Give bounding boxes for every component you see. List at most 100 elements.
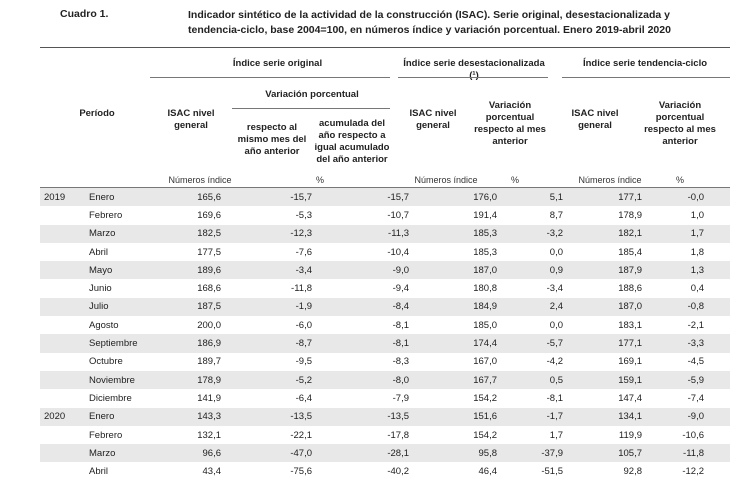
cell-var-mismo-mes: -9,5 xyxy=(295,356,312,368)
table-row: Noviembre 178,9 -5,2 -8,0 167,7 0,5 159,1 -5,9 xyxy=(40,370,730,390)
cell-isac-tendencia: 187,9 xyxy=(585,261,660,280)
table-row: Diciembre 141,9 -6,4 -7,9 154,2 -8,1 147,4 -7,4 xyxy=(40,389,730,407)
group-rule-desest xyxy=(398,77,548,78)
cell-var-mismo-mes: -8,7 xyxy=(247,334,332,353)
header-group-original: Índice serie original xyxy=(232,58,323,69)
cell-var-mismo-mes: -5,3 xyxy=(295,209,312,221)
cell-year xyxy=(40,316,75,334)
units-indice-desest: Números índice xyxy=(414,175,478,185)
table-row: Marzo 96,6 -47,0 -28,1 95,8 -37,9 105,7 -11,8 xyxy=(40,444,730,463)
cell-year xyxy=(40,297,75,317)
cell-isac-tendencia: 177,1 xyxy=(585,188,660,207)
cell-year xyxy=(40,426,75,444)
cell-year xyxy=(40,334,75,353)
header-group-desestacionalizada: Índice serie desestacionalizada (¹) xyxy=(403,58,545,81)
table-row: Abril 177,5 -7,6 -10,4 185,3 0,0 185,4 1,8 xyxy=(40,243,730,261)
cell-var-mismo-mes: -3,4 xyxy=(247,261,332,280)
cell-var-mismo-mes: -47,0 xyxy=(247,444,332,463)
cell-month: Febrero xyxy=(89,209,123,221)
units-indice-original: Números índice xyxy=(168,175,232,185)
cell-year xyxy=(40,353,75,371)
cell-isac-original: 200,0 xyxy=(197,319,221,331)
cell-var-tendencia: -7,4 xyxy=(687,392,704,404)
cell-month: Julio xyxy=(75,297,155,317)
cell-month: Abril xyxy=(89,246,109,258)
cell-isac-original: 165,6 xyxy=(155,188,247,207)
header-isac-tendencia: ISAC nivel general xyxy=(571,108,619,131)
cell-month: Abril xyxy=(89,466,109,478)
cell-isac-original: 187,5 xyxy=(155,297,247,317)
cell-var-desest: 0,9 xyxy=(515,261,585,280)
cell-var-acumulada: -15,7 xyxy=(332,188,427,207)
cell-isac-original: 169,6 xyxy=(197,209,221,221)
cell-var-tendencia: 1,8 xyxy=(690,246,704,258)
cell-var-acumulada: -11,3 xyxy=(332,224,427,243)
cell-isac-desest: 154,2 xyxy=(473,392,497,404)
cell-var-mismo-mes: -12,3 xyxy=(247,224,332,243)
cell-var-desest: -51,5 xyxy=(541,466,563,478)
cell-isac-original: 43,4 xyxy=(202,466,222,478)
cell-isac-desest: 167,7 xyxy=(427,370,515,390)
cell-isac-original: 186,9 xyxy=(155,334,247,353)
units-rule xyxy=(40,187,730,188)
table-row: Febrero 132,1 -22,1 -17,8 154,2 1,7 119,9 -10,6 xyxy=(40,426,730,444)
table-row: Mayo 189,6 -3,4 -9,0 187,0 0,9 187,9 1,3 xyxy=(40,261,730,280)
cell-isac-desest: 176,0 xyxy=(427,188,515,207)
table-row: 2019 Enero 165,6 -15,7 -15,7 176,0 5,1 177,1 -0,… xyxy=(40,188,730,207)
data-table: 2019 Enero 165,6 -15,7 -15,7 176,0 5,1 177,1 -0,… xyxy=(40,188,730,479)
cell-var-tendencia: 0,4 xyxy=(690,283,704,295)
cell-var-acumulada: -8,1 xyxy=(332,334,427,353)
cell-var-tendencia: -10,6 xyxy=(682,429,704,441)
cell-year xyxy=(40,243,75,261)
cell-month: Febrero xyxy=(89,429,123,441)
cell-isac-original: 182,5 xyxy=(155,224,247,243)
cell-var-mismo-mes: -1,9 xyxy=(247,297,332,317)
table-caption: Cuadro 1. Indicador sintético de la acti… xyxy=(60,8,700,38)
cell-var-mismo-mes: -5,2 xyxy=(247,370,332,390)
cell-isac-tendencia: 185,4 xyxy=(618,246,642,258)
cell-isac-original: 143,3 xyxy=(155,407,247,426)
table-row: Abril 43,4 -75,6 -40,2 46,4 -51,5 92,8 -12,2 xyxy=(40,462,730,479)
cell-isac-original: 168,6 xyxy=(197,283,221,295)
caption-title: Indicador sintético de la actividad de l… xyxy=(188,9,671,36)
table-row: Octubre 189,7 -9,5 -8,3 167,0 -4,2 169,1 -4,5 xyxy=(40,353,730,371)
header-variacion-mes-anterior-desest: Variación porcentual respecto al mes ant… xyxy=(474,100,546,147)
cell-isac-desest: 174,4 xyxy=(427,334,515,353)
cell-var-acumulada: -8,0 xyxy=(332,370,427,390)
header-variacion-porcentual: Variación porcentual xyxy=(265,89,359,100)
cell-var-acumulada: -8,1 xyxy=(392,319,409,331)
cell-isac-tendencia: 183,1 xyxy=(618,319,642,331)
cell-isac-tendencia: 178,9 xyxy=(618,209,642,221)
cell-month: Octubre xyxy=(89,356,123,368)
cell-isac-tendencia: 187,0 xyxy=(585,297,660,317)
cell-var-mismo-mes: -22,1 xyxy=(290,429,312,441)
cell-year xyxy=(40,370,75,390)
cell-isac-desest: 151,6 xyxy=(427,407,515,426)
cell-var-acumulada: -9,4 xyxy=(392,283,409,295)
cell-var-acumulada: -28,1 xyxy=(332,444,427,463)
cell-year: 2020 xyxy=(40,407,75,426)
cell-isac-desest: 46,4 xyxy=(478,466,498,478)
cell-isac-desest: 167,0 xyxy=(473,356,497,368)
cell-var-tendencia: 1,0 xyxy=(690,209,704,221)
cell-var-mismo-mes: -6,4 xyxy=(295,392,312,404)
cell-month: Enero xyxy=(75,188,155,207)
cell-var-mismo-mes: -13,5 xyxy=(247,407,332,426)
cell-var-tendencia: -0,8 xyxy=(660,297,730,317)
header-isac-desest: ISAC nivel general xyxy=(409,108,457,131)
cell-var-tendencia: -5,9 xyxy=(660,370,730,390)
cell-isac-original: 189,7 xyxy=(197,356,221,368)
cell-isac-desest: 185,0 xyxy=(473,319,497,331)
cell-var-tendencia: -3,3 xyxy=(660,334,730,353)
header-respecto-mismo-mes: respecto al mismo mes del año anterior xyxy=(237,122,307,157)
cell-var-tendencia: 1,7 xyxy=(660,224,730,243)
cell-year: 2019 xyxy=(40,188,75,207)
cell-var-tendencia: -4,5 xyxy=(687,356,704,368)
cell-isac-desest: 184,9 xyxy=(427,297,515,317)
table-row: 2020 Enero 143,3 -13,5 -13,5 151,6 -1,7 134,1 -9… xyxy=(40,407,730,426)
cell-month: Enero xyxy=(75,407,155,426)
cell-var-desest: -5,7 xyxy=(515,334,585,353)
cell-var-mismo-mes: -11,8 xyxy=(291,283,312,295)
cell-var-acumulada: -13,5 xyxy=(332,407,427,426)
header-isac-original: ISAC nivel general xyxy=(167,108,215,131)
